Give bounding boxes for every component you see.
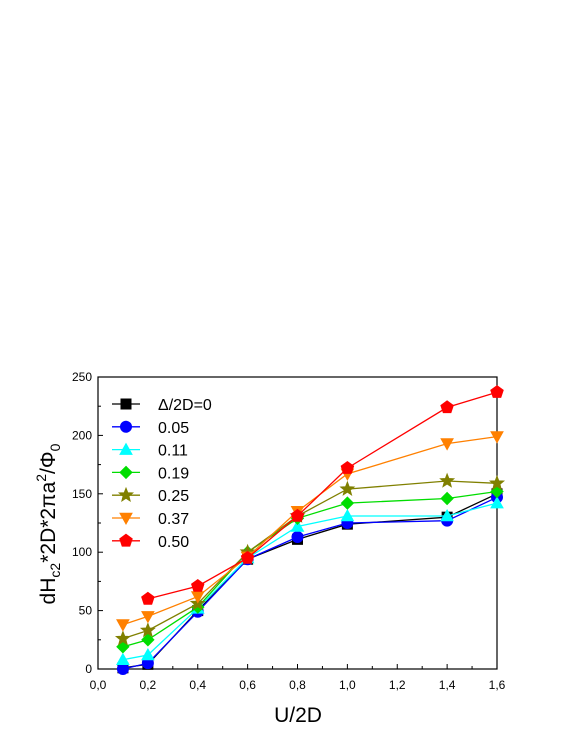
data-point bbox=[141, 633, 155, 647]
y-axis: 0 50 100 150 200 250 bbox=[72, 370, 103, 676]
series-layer bbox=[114, 385, 506, 675]
x-axis: 0,0 0,2 0,4 0,6 0,8 1,0 1,2 1,4 1,6 bbox=[90, 664, 506, 692]
y-tick-label: 150 bbox=[72, 487, 92, 501]
legend-marker bbox=[119, 442, 133, 455]
data-point bbox=[141, 611, 155, 624]
series-line bbox=[122, 490, 498, 648]
x-tick-label: 0,6 bbox=[239, 678, 256, 692]
legend-label: 0.37 bbox=[158, 511, 189, 528]
data-point bbox=[339, 480, 356, 496]
data-point bbox=[440, 400, 454, 414]
y-axis-title: dHc2*2D*2πa2/Φ0 bbox=[33, 443, 63, 604]
legend-label: 0.19 bbox=[158, 465, 189, 482]
data-point bbox=[290, 508, 305, 522]
y-tick-label: 200 bbox=[72, 428, 92, 442]
x-tick-label: 1,0 bbox=[339, 678, 356, 692]
data-point bbox=[291, 531, 304, 544]
series-line bbox=[122, 496, 498, 670]
data-point bbox=[340, 460, 355, 474]
y-tick-label: 50 bbox=[79, 604, 93, 618]
legend: Δ/2D=0 0.05 0.11 0.19 0.25 0.37 0.50 bbox=[112, 397, 212, 551]
legend-marker bbox=[119, 512, 133, 526]
x-axis-title: U/2D bbox=[274, 704, 322, 727]
legend-marker bbox=[120, 398, 132, 410]
data-point bbox=[488, 474, 506, 491]
legend-label: 0.25 bbox=[158, 488, 189, 505]
data-point bbox=[116, 619, 130, 632]
legend-marker bbox=[117, 486, 135, 503]
legend-label: 0.11 bbox=[158, 443, 188, 460]
y-tick-label: 0 bbox=[85, 662, 92, 676]
data-point bbox=[340, 508, 355, 522]
data-point bbox=[490, 431, 504, 444]
data-point bbox=[139, 622, 156, 638]
data-point bbox=[290, 519, 305, 532]
x-tick-label: 1,2 bbox=[389, 678, 406, 692]
data-point bbox=[191, 578, 205, 592]
series-6 bbox=[141, 385, 504, 605]
data-point bbox=[114, 630, 131, 646]
x-tick-label: 0,4 bbox=[189, 678, 206, 692]
legend-marker bbox=[119, 533, 133, 547]
data-point bbox=[141, 647, 155, 661]
y-tick-label: 250 bbox=[72, 370, 92, 384]
data-point bbox=[340, 496, 355, 510]
data-point bbox=[440, 438, 454, 451]
data-point bbox=[440, 491, 454, 506]
x-tick-label: 1,4 bbox=[439, 678, 456, 692]
series-line bbox=[122, 502, 498, 661]
data-point bbox=[240, 550, 255, 564]
x-tick-label: 0,0 bbox=[90, 678, 107, 692]
legend-marker bbox=[120, 420, 132, 433]
data-point bbox=[439, 472, 456, 488]
data-point bbox=[116, 663, 129, 675]
legend-label: 0.50 bbox=[158, 534, 189, 551]
legend-label: 0.05 bbox=[158, 420, 189, 437]
data-point bbox=[141, 591, 155, 605]
legend-marker bbox=[119, 465, 133, 480]
series-line bbox=[122, 435, 498, 626]
series-5 bbox=[116, 431, 504, 632]
data-point bbox=[490, 496, 504, 509]
data-point bbox=[490, 385, 504, 398]
x-tick-label: 0,8 bbox=[289, 678, 306, 692]
x-tick-label: 1,6 bbox=[489, 678, 506, 692]
legend-label: Δ/2D=0 bbox=[158, 397, 212, 414]
x-tick-label: 0,2 bbox=[140, 678, 157, 692]
data-point bbox=[440, 508, 454, 522]
data-point bbox=[116, 652, 130, 665]
y-tick-label: 100 bbox=[72, 545, 92, 559]
